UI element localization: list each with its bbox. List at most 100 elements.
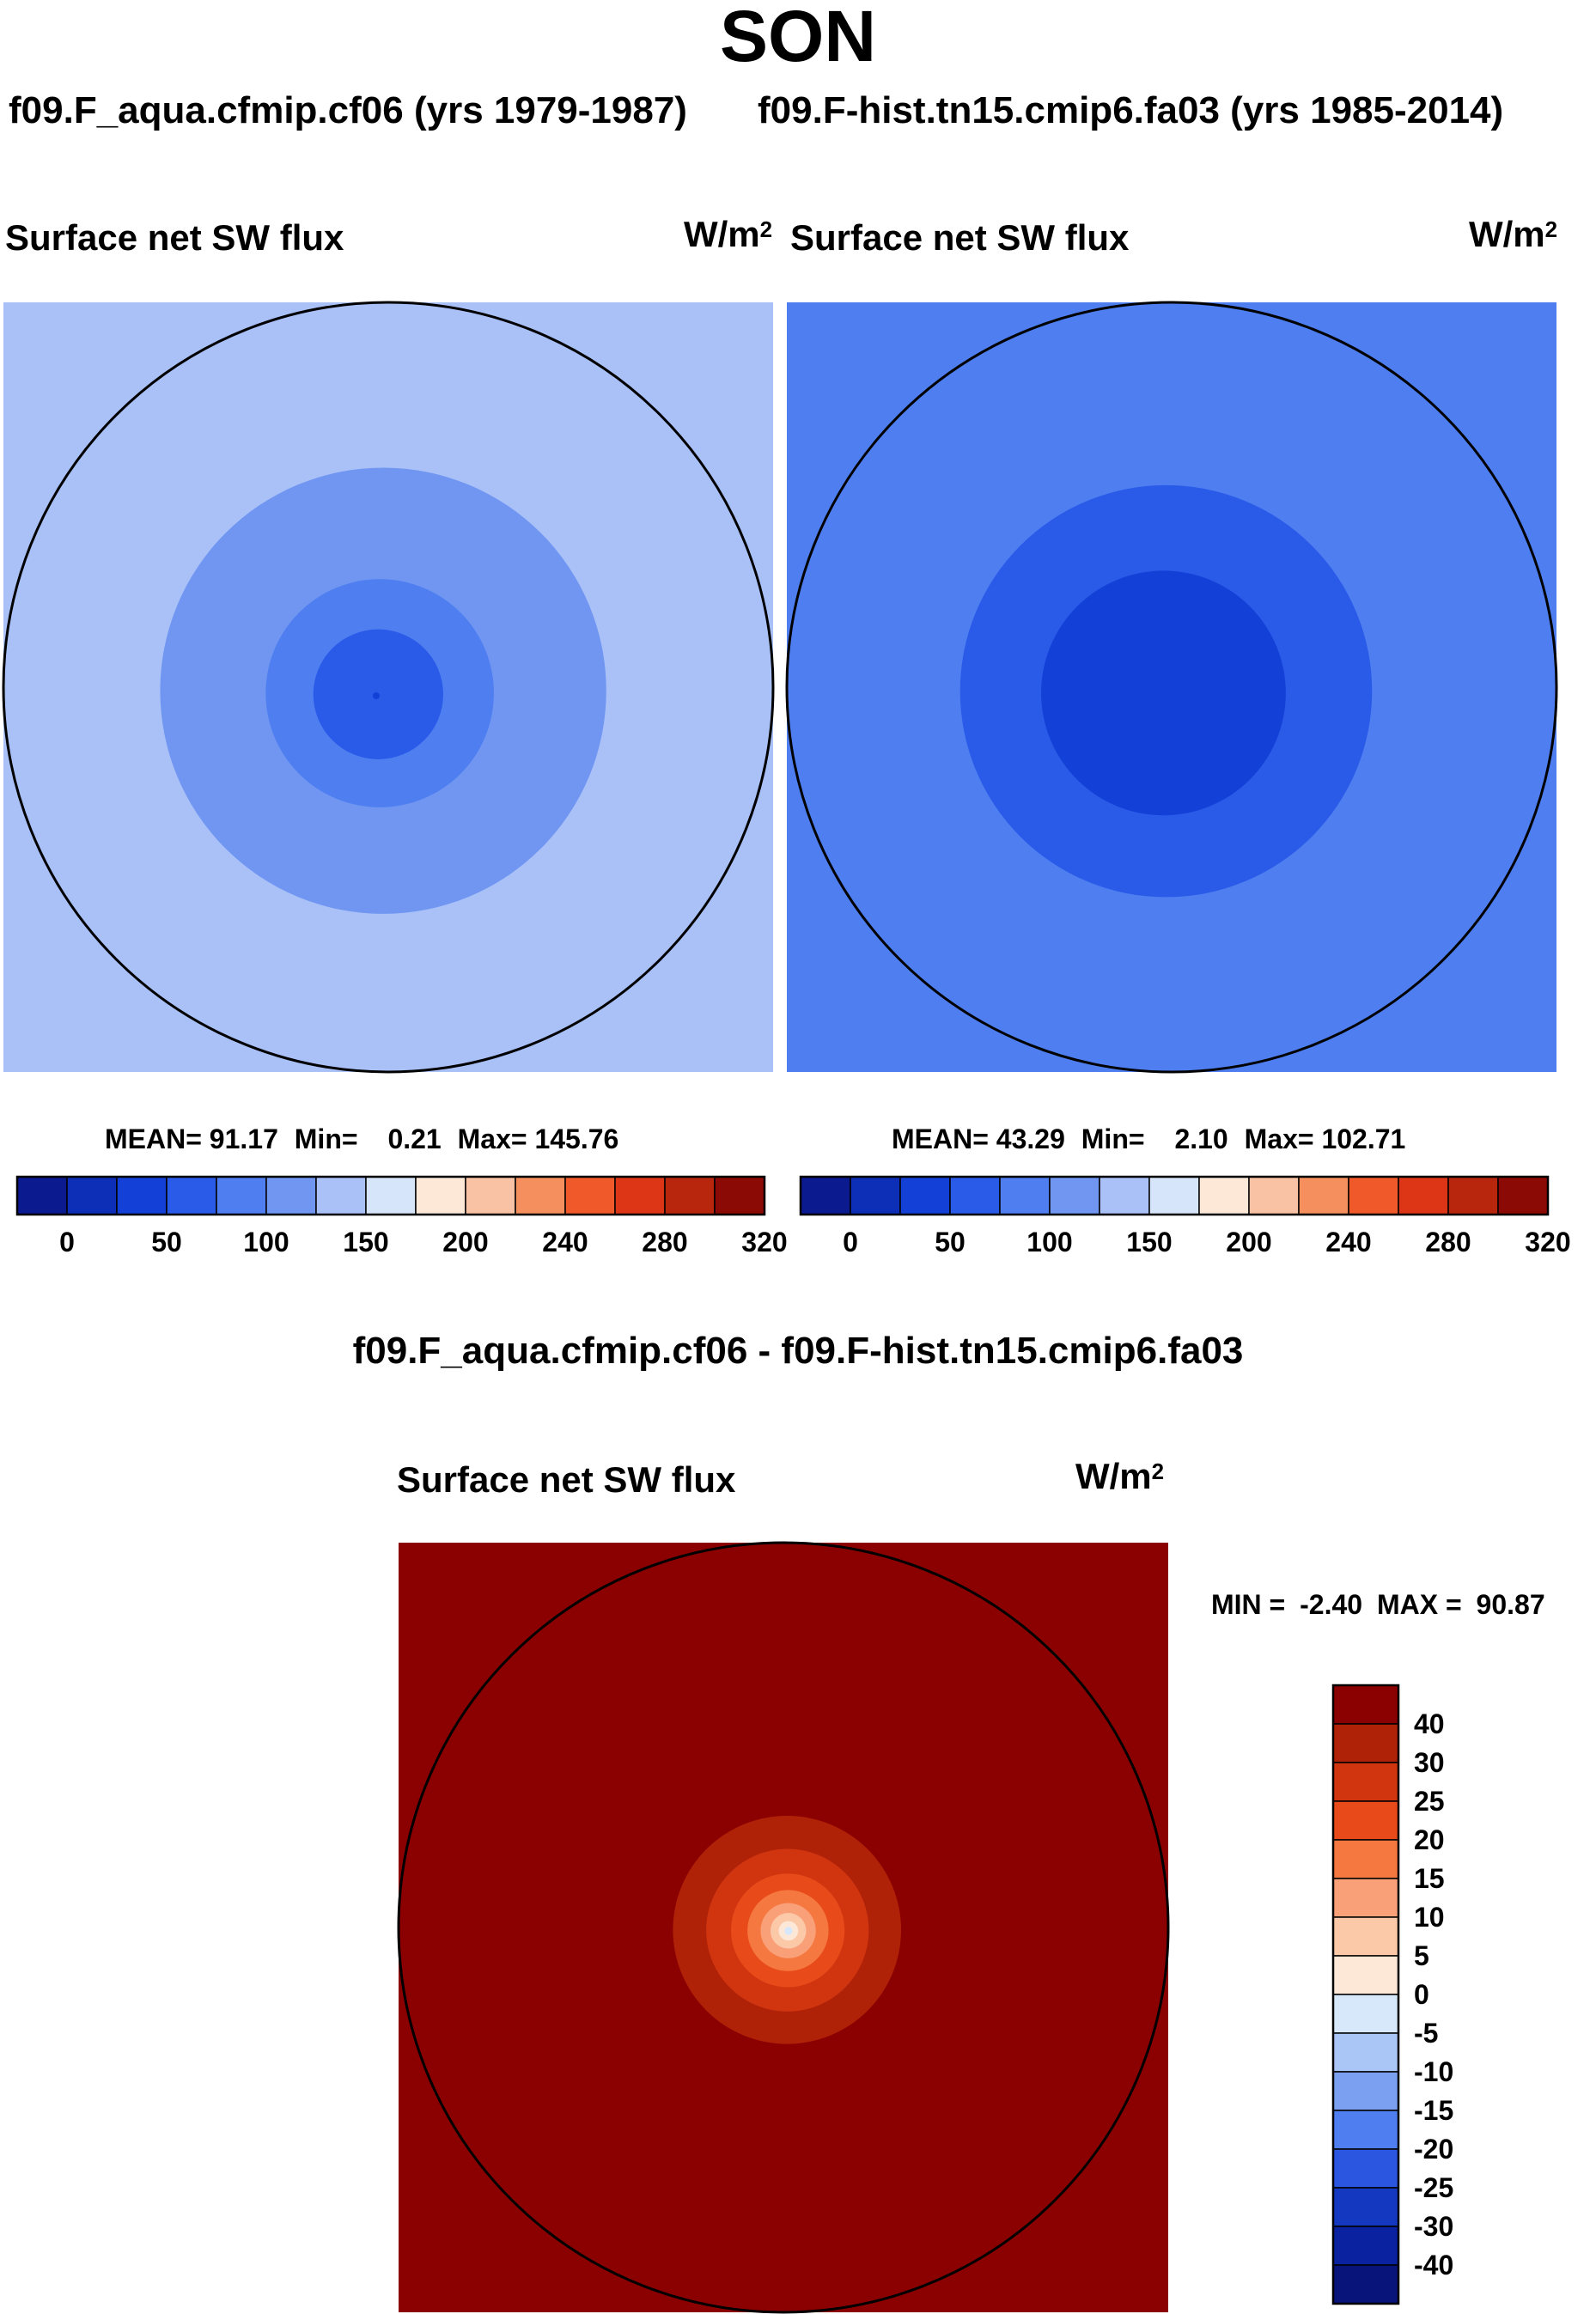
panel3-coastline-6: [806, 1733, 1024, 1982]
panel1-min-value: 0.21: [387, 1124, 442, 1154]
panel1-coastline-3: [140, 662, 198, 720]
panel3-contour-band-1: [673, 1816, 902, 2044]
panel3-colorbar-tick-label: 20: [1414, 1824, 1445, 1855]
panel3-colorbar-tick-label: -20: [1414, 2134, 1454, 2165]
panel2-colorbar-swatch-4: [999, 1176, 1051, 1215]
panel2-colorbar-swatch-9: [1248, 1176, 1300, 1215]
panel1-colorbar-tick-label: 200: [442, 1227, 489, 1257]
panel1-map-boundary: [2, 301, 775, 1074]
panel3-contour-band-7: [778, 1921, 799, 1941]
panel3-contour-band-6: [770, 1913, 807, 1949]
panel2-colorbar-tick-label: 280: [1425, 1227, 1471, 1257]
panel2-units: W/m2: [1469, 213, 1557, 256]
panel2-coastline-1: [817, 370, 1103, 673]
panel1-colorbar-frame: [15, 1175, 766, 1216]
panel2-min-label: Min=: [1081, 1124, 1145, 1154]
panel2-colorbar-swatch-13: [1447, 1176, 1499, 1215]
difference-title: f09.F_aqua.cfmip.cf06 - f09.F-hist.tn15.…: [352, 1330, 1244, 1372]
panel1-coastline-4: [33, 724, 151, 843]
panel3-colorbar-swatch-6: [1332, 1916, 1399, 1957]
panel3-colorbar-swatch-15: [1332, 2264, 1399, 2305]
panel2-colorbar-swatch-5: [1049, 1176, 1100, 1215]
panel2-variable-label: Surface net SW flux: [790, 217, 1130, 258]
panel2-colorbar-frame: [799, 1175, 1550, 1216]
panel3-colorbar-swatch-5: [1332, 1878, 1399, 1918]
panel1-coastline-11: [518, 709, 551, 773]
panel1-colorbar-tick-label: 280: [642, 1227, 688, 1257]
panel2-contour-band-1: [959, 484, 1373, 898]
panel2-max-value: 102.71: [1321, 1124, 1406, 1154]
panel1-coastline-13: [295, 909, 336, 943]
panel3-units-base: W/m: [1075, 1456, 1152, 1496]
panel3-coastline-13: [691, 2149, 731, 2183]
panel3-map-boundary: [397, 1541, 1170, 2314]
panel1-colorbar-tick-label: 100: [243, 1227, 289, 1257]
panel1-coastline-0: [217, 631, 382, 866]
panel1-field-background: [3, 302, 773, 1072]
panel1-title: f09.F_aqua.cfmip.cf06 (yrs 1979-1987): [9, 89, 687, 131]
panel3-coastline-1: [429, 1611, 715, 1914]
panel2-mean-value: 43.29: [996, 1124, 1065, 1154]
panel3-max-value: 90.87: [1476, 1589, 1545, 1620]
panel2-coastline-7: [1209, 870, 1312, 996]
panel1-coastline-2: [210, 563, 275, 635]
panel3-coastline-4: [428, 1964, 546, 2083]
panel3-colorbar-tick-label: 10: [1414, 1902, 1445, 1933]
panel3-min-label: MIN =: [1211, 1589, 1286, 1620]
panel2-contour-band-0: [875, 396, 1462, 983]
panel2-coastline-15: [1409, 724, 1504, 819]
panel3-contour-band-8: [784, 1927, 793, 1935]
panel1-mean-label: MEAN=: [105, 1124, 202, 1154]
panel1-contour-band-5: [373, 692, 380, 699]
panel3-max-label: MAX =: [1376, 1589, 1462, 1620]
panel1-coastline-10: [411, 740, 452, 789]
panel2-colorbar-tick-label: 50: [935, 1227, 966, 1257]
panel3-units: W/m2: [1075, 1455, 1164, 1498]
panel2-min-value: 2.10: [1174, 1124, 1228, 1154]
panel2-coastline-5: [1101, 362, 1411, 435]
panel3-coastline-11: [913, 1949, 947, 2013]
panel3-coastline-15: [1020, 1964, 1116, 2060]
panel3-colorbar-tick-label: -10: [1414, 2056, 1454, 2087]
panel1-coastline-14: [625, 432, 713, 611]
panel2-colorbar-swatch-12: [1398, 1176, 1449, 1215]
panel1-coastline-7: [425, 870, 528, 996]
panel1-contour-band-4: [313, 629, 443, 759]
panel3-colorbar-swatch-9: [1332, 2032, 1399, 2073]
panel3-colorbar-tick-label: 0: [1414, 1979, 1429, 2010]
panel2-coastline-4: [816, 724, 935, 843]
panel1-colorbar-swatch-2: [116, 1176, 168, 1215]
panel1-colorbar-swatch-9: [465, 1176, 516, 1215]
panel1-stats: MEAN= 91.17 Min= 0.21 Max= 145.76: [105, 1122, 618, 1156]
panel1-contour-band-1: [160, 467, 606, 914]
panel2-colorbar-swatch-7: [1148, 1176, 1200, 1215]
panel3-colorbar-swatch-11: [1332, 2110, 1399, 2150]
panel3-colorbar-tick-label: -15: [1414, 2095, 1454, 2126]
figure-title: SON: [719, 0, 877, 76]
panel3-coastline-3: [535, 1903, 593, 1960]
panel1-colorbar-swatch-1: [66, 1176, 118, 1215]
panel1-colorbar-tick-label: 320: [741, 1227, 788, 1257]
panel1-colorbar-swatch-10: [515, 1176, 566, 1215]
panel1-mean-value: 91.17: [209, 1124, 278, 1154]
panel3-colorbar-tick-label: 5: [1414, 1940, 1429, 1971]
panel3-colorbar-swatch-3: [1332, 1800, 1399, 1841]
panel1-max-label: Max=: [457, 1124, 527, 1154]
panel3-contour-band-2: [706, 1848, 869, 2012]
panel2-colorbar-swatch-6: [1099, 1176, 1150, 1215]
panel3-colorbar-tick-label: -5: [1414, 2018, 1439, 2049]
panel2-colorbar-tick-label: 240: [1325, 1227, 1372, 1257]
panel3-colorbar-tick-label: 30: [1414, 1747, 1445, 1778]
panel2-contour-band-3: [1156, 692, 1163, 699]
panel2-colorbar-swatch-1: [850, 1176, 901, 1215]
panel3-contour-band-5: [760, 1903, 816, 1958]
panel3-coastline-8: [898, 2041, 962, 2122]
panel3-colorbar-tick-label: -25: [1414, 2172, 1454, 2203]
panel1-colorbar-swatch-11: [564, 1176, 616, 1215]
panel2-coastline-11: [1301, 709, 1335, 773]
panel3-coastline-5: [713, 1603, 1023, 1675]
panel2-colorbar-swatch-0: [800, 1176, 851, 1215]
panel3-coastline-7: [820, 2110, 923, 2237]
panel2-coastlines: [816, 362, 1504, 1058]
